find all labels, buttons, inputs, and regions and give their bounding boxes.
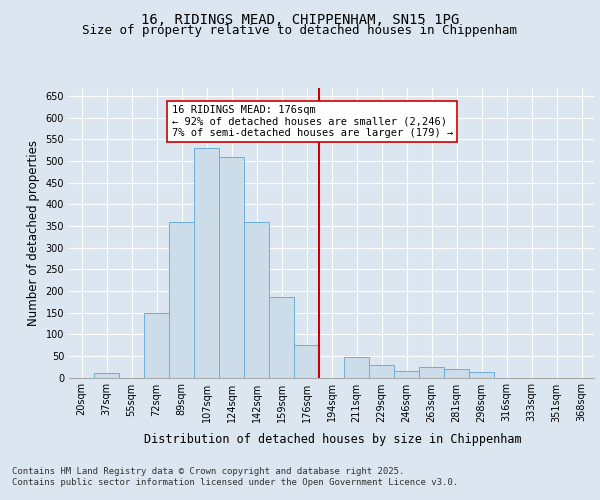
Bar bbox=[244, 222, 269, 378]
Bar bbox=[369, 364, 394, 378]
Bar bbox=[169, 222, 194, 378]
Bar bbox=[269, 298, 294, 378]
Bar bbox=[344, 356, 369, 378]
Bar bbox=[219, 157, 244, 378]
Bar bbox=[444, 369, 469, 378]
Bar bbox=[144, 312, 169, 378]
Text: Contains HM Land Registry data © Crown copyright and database right 2025.
Contai: Contains HM Land Registry data © Crown c… bbox=[12, 468, 458, 487]
Text: Size of property relative to detached houses in Chippenham: Size of property relative to detached ho… bbox=[83, 24, 517, 37]
Bar bbox=[294, 345, 319, 378]
Bar bbox=[394, 371, 419, 378]
Text: Distribution of detached houses by size in Chippenham: Distribution of detached houses by size … bbox=[144, 432, 522, 446]
Bar bbox=[419, 366, 444, 378]
Bar bbox=[194, 148, 219, 378]
Text: 16, RIDINGS MEAD, CHIPPENHAM, SN15 1PG: 16, RIDINGS MEAD, CHIPPENHAM, SN15 1PG bbox=[141, 12, 459, 26]
Text: 16 RIDINGS MEAD: 176sqm
← 92% of detached houses are smaller (2,246)
7% of semi-: 16 RIDINGS MEAD: 176sqm ← 92% of detache… bbox=[172, 105, 453, 138]
Y-axis label: Number of detached properties: Number of detached properties bbox=[27, 140, 40, 326]
Bar bbox=[469, 372, 494, 378]
Bar bbox=[94, 373, 119, 378]
